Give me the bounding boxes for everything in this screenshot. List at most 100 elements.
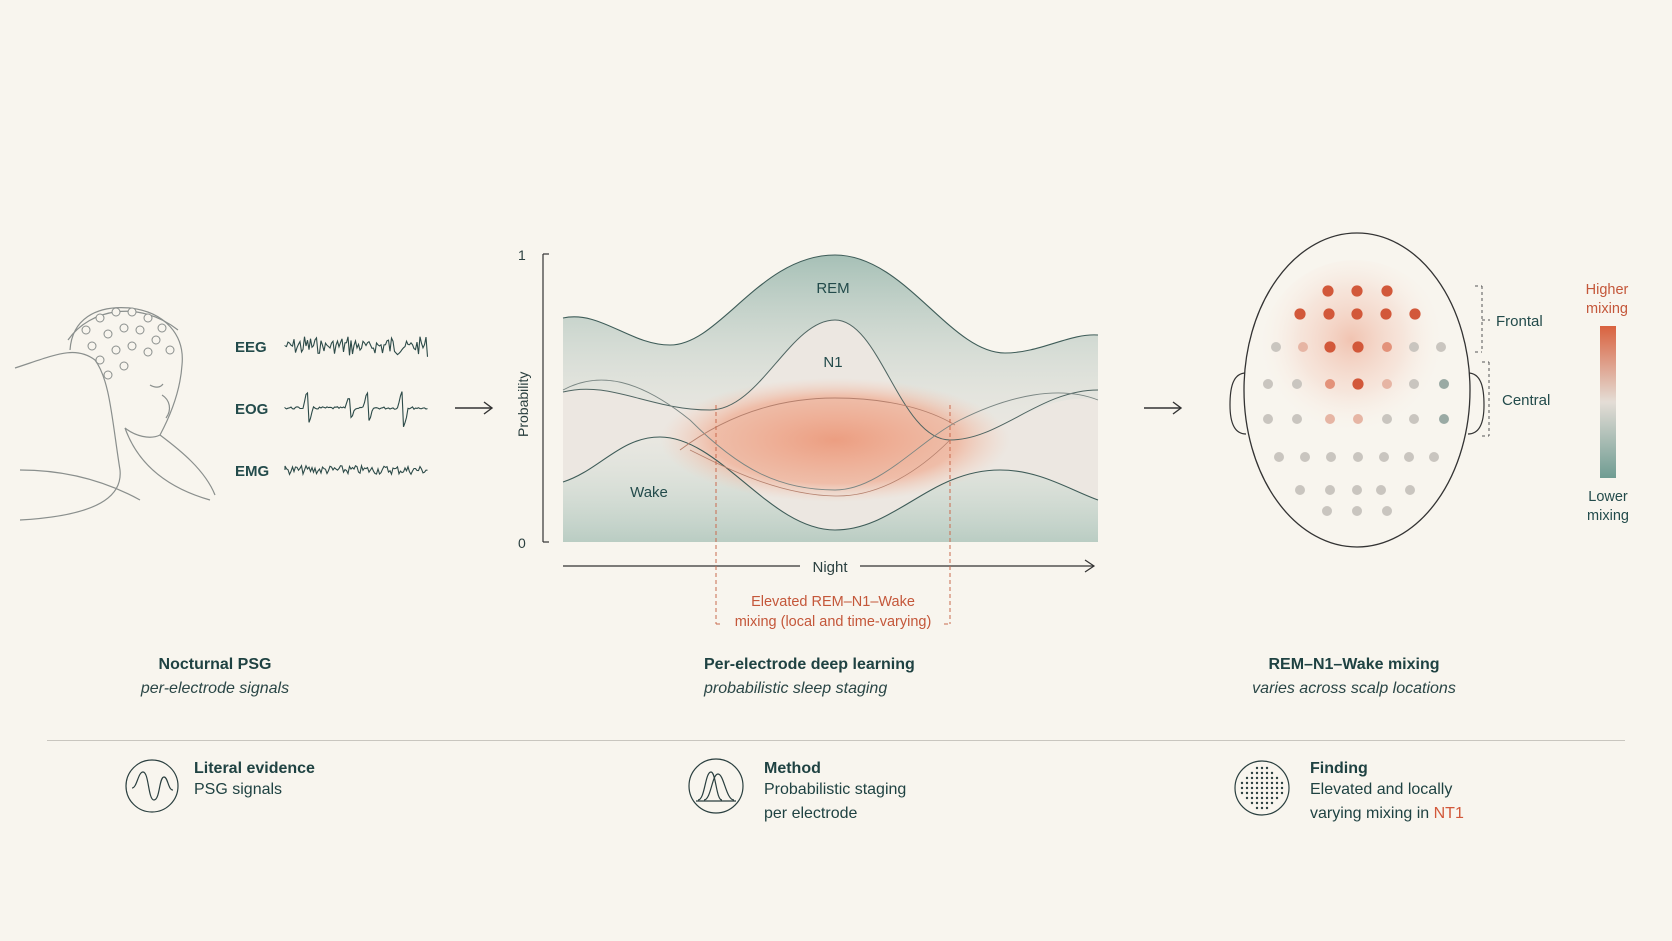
- icon-dot: [1260, 771, 1264, 775]
- annotation-line1: Elevated REM–N1–Wake: [751, 594, 915, 610]
- electrode-dot: [1429, 452, 1439, 462]
- icon-dot: [1255, 781, 1259, 785]
- icon-dot: [1275, 791, 1279, 795]
- icon-dot: [1260, 776, 1264, 780]
- scalp-caption-sub: varies across scalp locations: [1252, 680, 1456, 697]
- icon-dot: [1270, 781, 1274, 785]
- distribution-icon: [688, 758, 744, 814]
- nt1-highlight: NT1: [1433, 805, 1464, 822]
- icon-dot: [1275, 786, 1279, 790]
- wave-icon: [125, 759, 179, 813]
- electrode-dot: [1263, 414, 1273, 424]
- mixing-highlight: [660, 378, 1010, 502]
- staging-chart: 1 0 Probability Night REM N1 Wake Elevat…: [515, 247, 1099, 630]
- icon-dot: [1265, 776, 1269, 780]
- legend-title: Method: [764, 760, 821, 777]
- scalp-map: Frontal Central Higher mixing Lower mixi…: [1229, 232, 1629, 548]
- icon-dot: [1265, 806, 1269, 810]
- electrode-dot: [1292, 414, 1302, 424]
- staging-caption: Per-electrode deep learning probabilisti…: [631, 656, 991, 698]
- electrode-dot: [1381, 285, 1393, 297]
- arrow-right-icon: [455, 401, 494, 415]
- electrode-dot: [1353, 414, 1363, 424]
- y-axis-label: Probability: [515, 372, 531, 437]
- electrode-dot: [1352, 485, 1362, 495]
- icon-dot: [1265, 786, 1269, 790]
- scale-high-line1: Higher: [1586, 282, 1629, 298]
- scalp-caption-title: REM–N1–Wake mixing: [1268, 656, 1440, 673]
- electrode-dot: [1352, 506, 1362, 516]
- electrode-dot: [1325, 379, 1335, 389]
- wake-label: Wake: [630, 484, 668, 501]
- icon-dot: [1260, 796, 1264, 800]
- icon-dot: [1255, 786, 1259, 790]
- electrode-dot: [1380, 308, 1392, 320]
- icon-dot: [1250, 786, 1254, 790]
- x-axis-label: Night: [812, 559, 848, 576]
- icon-dot: [1245, 781, 1249, 785]
- electrode-grid: [1263, 285, 1449, 516]
- eeg-label: EEG: [235, 339, 267, 356]
- electrode-dot: [1322, 506, 1332, 516]
- icon-dot: [1265, 796, 1269, 800]
- icon-dot: [1255, 801, 1259, 805]
- emg-label: EMG: [235, 463, 269, 480]
- legend-line: Probabilistic staging: [764, 781, 907, 798]
- eeg-cap-electrodes: [81, 307, 175, 380]
- frontal-label: Frontal: [1496, 313, 1543, 330]
- legend-line-text: varying mixing in: [1310, 805, 1434, 822]
- wake-curve: [562, 436, 1099, 531]
- scale-high-line2: mixing: [1586, 301, 1628, 317]
- electrode-dot: [1351, 308, 1363, 320]
- electrode-dot: [1323, 308, 1335, 320]
- icon-dot: [1280, 791, 1284, 795]
- electrode-dot: [1376, 485, 1386, 495]
- electrode-dot: [1436, 342, 1446, 352]
- icon-dot: [1255, 776, 1259, 780]
- icon-dot: [1270, 776, 1274, 780]
- icon-dot: [1250, 776, 1254, 780]
- electrode-dot: [1294, 308, 1306, 320]
- electrode-dot: [1325, 485, 1335, 495]
- legend-line: Elevated and locally: [1310, 781, 1453, 798]
- icon-dot: [1270, 786, 1274, 790]
- electrode-dot: [1382, 506, 1392, 516]
- electrode-dot: [1274, 452, 1284, 462]
- legend-title: Finding: [1310, 760, 1368, 777]
- electrode-dot: [1322, 285, 1334, 297]
- electrode-dot: [1409, 308, 1421, 320]
- electrode-dot: [1352, 378, 1364, 390]
- icon-dot: [1265, 766, 1269, 770]
- electrode-dot: [1405, 485, 1415, 495]
- electrode-dot: [1382, 342, 1392, 352]
- sleeping-person-icon: [14, 307, 216, 521]
- electrode-dot: [1409, 379, 1419, 389]
- icon-dot: [1270, 801, 1274, 805]
- icon-dot: [1280, 786, 1284, 790]
- rem-area: [563, 255, 1098, 440]
- icon-dot: [1260, 806, 1264, 810]
- icon-dot: [1255, 771, 1259, 775]
- legend-line: PSG signals: [194, 781, 283, 798]
- icon-dot: [1245, 786, 1249, 790]
- icon-dot: [1260, 786, 1264, 790]
- icon-dot: [1240, 781, 1244, 785]
- rem-label: REM: [816, 280, 849, 297]
- electrode-dot: [1292, 379, 1302, 389]
- electrode-dot: [1263, 379, 1273, 389]
- electrode-dot: [1324, 341, 1336, 353]
- electrode-dot: [1353, 452, 1363, 462]
- electrode-dot: [1439, 414, 1449, 424]
- eog-label: EOG: [235, 401, 268, 418]
- electrode-dot: [1382, 414, 1392, 424]
- icon-dot: [1245, 791, 1249, 795]
- right-ear-icon: [1467, 372, 1485, 435]
- icon-dot: [1250, 796, 1254, 800]
- icon-dot: [1255, 791, 1259, 795]
- scale-low-line1: Lower: [1588, 489, 1628, 505]
- electrode-dot: [1409, 414, 1419, 424]
- y-min-tick: 0: [518, 535, 526, 551]
- electrode-dot: [1404, 452, 1414, 462]
- scalp-caption: REM–N1–Wake mixing varies across scalp l…: [1174, 656, 1534, 698]
- icon-dot: [1270, 796, 1274, 800]
